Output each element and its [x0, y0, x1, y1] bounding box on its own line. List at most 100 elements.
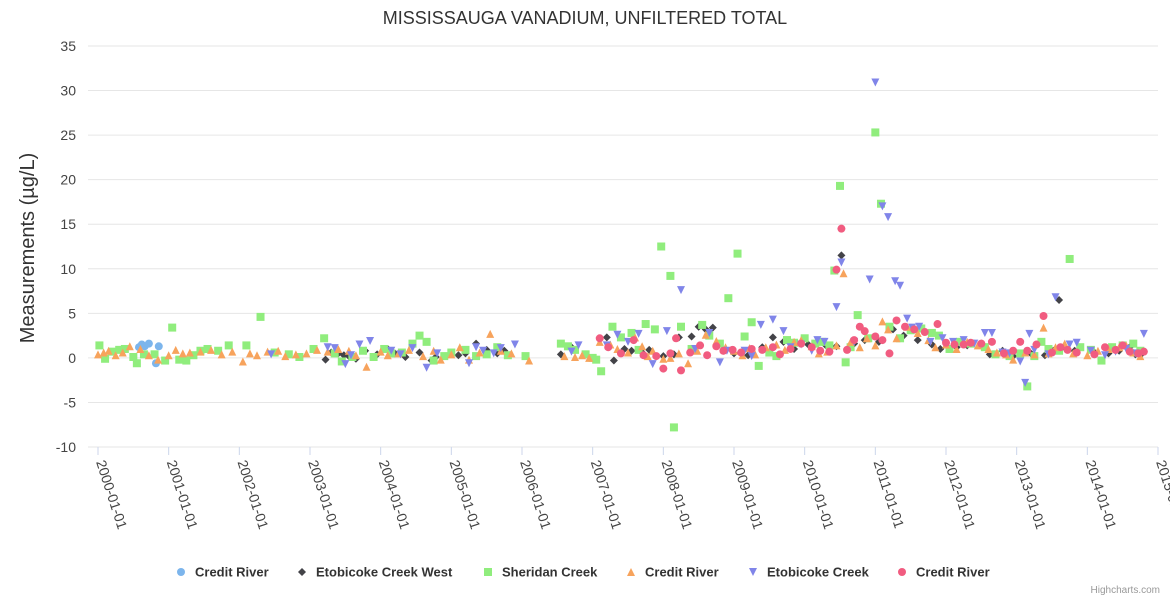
- data-point[interactable]: [101, 354, 110, 363]
- data-point[interactable]: [115, 345, 124, 354]
- data-point[interactable]: [560, 352, 569, 361]
- data-point[interactable]: [1129, 339, 1138, 348]
- data-point[interactable]: [415, 331, 424, 340]
- data-point[interactable]: [934, 331, 943, 340]
- data-point[interactable]: [164, 351, 173, 360]
- data-point[interactable]: [429, 356, 438, 365]
- data-point[interactable]: [765, 348, 774, 357]
- data-point[interactable]: [1072, 348, 1081, 357]
- data-point[interactable]: [369, 352, 378, 361]
- data-point[interactable]: [595, 334, 604, 343]
- data-point[interactable]: [701, 330, 710, 339]
- data-point[interactable]: [1032, 340, 1041, 349]
- data-point[interactable]: [503, 351, 512, 360]
- data-point[interactable]: [341, 360, 350, 369]
- data-point[interactable]: [913, 336, 922, 345]
- data-point[interactable]: [320, 334, 329, 343]
- data-point[interactable]: [267, 350, 276, 359]
- data-point[interactable]: [659, 354, 668, 363]
- data-point[interactable]: [608, 322, 617, 331]
- data-point[interactable]: [865, 275, 874, 284]
- data-point[interactable]: [144, 339, 153, 348]
- data-point[interactable]: [284, 350, 293, 359]
- data-point[interactable]: [1125, 347, 1134, 356]
- data-point[interactable]: [818, 337, 827, 346]
- data-point[interactable]: [715, 339, 724, 348]
- data-point[interactable]: [563, 342, 572, 351]
- data-point[interactable]: [253, 351, 261, 360]
- data-point[interactable]: [672, 334, 681, 343]
- data-point[interactable]: [1063, 345, 1072, 354]
- data-point[interactable]: [321, 355, 330, 364]
- data-point[interactable]: [330, 349, 339, 358]
- data-point[interactable]: [376, 347, 385, 356]
- data-point[interactable]: [132, 359, 141, 368]
- data-point[interactable]: [652, 352, 661, 361]
- data-point[interactable]: [1083, 351, 1092, 360]
- data-point[interactable]: [1065, 340, 1074, 349]
- legend-item[interactable]: Etobicoke Creek West: [298, 565, 453, 580]
- data-point[interactable]: [837, 258, 846, 267]
- data-point[interactable]: [807, 343, 816, 352]
- data-point[interactable]: [196, 347, 205, 356]
- data-point[interactable]: [139, 350, 148, 359]
- data-point[interactable]: [118, 348, 127, 357]
- data-point[interactable]: [415, 348, 424, 357]
- data-point[interactable]: [1139, 329, 1148, 338]
- data-point[interactable]: [1048, 348, 1056, 357]
- data-point[interactable]: [913, 328, 922, 337]
- legend-item[interactable]: Credit River: [898, 565, 990, 580]
- data-point[interactable]: [624, 348, 632, 357]
- data-point[interactable]: [1039, 323, 1048, 332]
- data-point[interactable]: [182, 356, 191, 365]
- data-point[interactable]: [136, 344, 145, 353]
- data-point[interactable]: [475, 348, 484, 357]
- data-point[interactable]: [585, 353, 594, 362]
- data-point[interactable]: [346, 351, 355, 360]
- data-point[interactable]: [422, 363, 431, 372]
- data-point[interactable]: [666, 271, 675, 280]
- data-point[interactable]: [1016, 349, 1025, 358]
- data-point[interactable]: [747, 352, 756, 361]
- data-point[interactable]: [489, 349, 498, 358]
- data-point[interactable]: [171, 345, 180, 354]
- data-point[interactable]: [813, 336, 822, 345]
- data-point[interactable]: [920, 328, 929, 337]
- data-point[interactable]: [602, 333, 611, 342]
- data-point[interactable]: [108, 347, 117, 356]
- data-point[interactable]: [715, 358, 724, 367]
- data-point[interactable]: [892, 334, 901, 343]
- data-point[interactable]: [313, 345, 322, 354]
- data-point[interactable]: [334, 344, 343, 353]
- data-point[interactable]: [884, 325, 893, 334]
- legend[interactable]: Credit River Etobicoke Creek West Sheridan…: [177, 565, 990, 580]
- data-point[interactable]: [837, 224, 846, 233]
- legend-item[interactable]: Sheridan Creek: [484, 565, 598, 580]
- data-point[interactable]: [95, 341, 104, 350]
- data-point[interactable]: [104, 346, 113, 355]
- data-point[interactable]: [855, 343, 864, 352]
- data-point[interactable]: [1023, 346, 1032, 355]
- data-point[interactable]: [295, 352, 304, 361]
- data-point[interactable]: [1037, 337, 1046, 346]
- data-point[interactable]: [351, 351, 360, 360]
- data-point[interactable]: [677, 286, 685, 295]
- data-point[interactable]: [719, 346, 728, 355]
- data-point[interactable]: [274, 346, 283, 355]
- data-point[interactable]: [228, 347, 237, 356]
- data-point[interactable]: [884, 213, 893, 222]
- data-point[interactable]: [1023, 382, 1032, 391]
- data-point[interactable]: [571, 345, 579, 354]
- data-point[interactable]: [111, 351, 120, 360]
- data-point[interactable]: [1086, 346, 1095, 355]
- data-point[interactable]: [639, 351, 648, 360]
- data-point[interactable]: [885, 322, 894, 331]
- data-point[interactable]: [666, 349, 675, 358]
- data-point[interactable]: [337, 357, 346, 366]
- data-point[interactable]: [1039, 312, 1048, 321]
- data-point[interactable]: [952, 344, 961, 353]
- data-point[interactable]: [687, 332, 696, 341]
- data-point[interactable]: [613, 330, 622, 339]
- data-point[interactable]: [816, 346, 825, 355]
- data-point[interactable]: [1090, 350, 1099, 359]
